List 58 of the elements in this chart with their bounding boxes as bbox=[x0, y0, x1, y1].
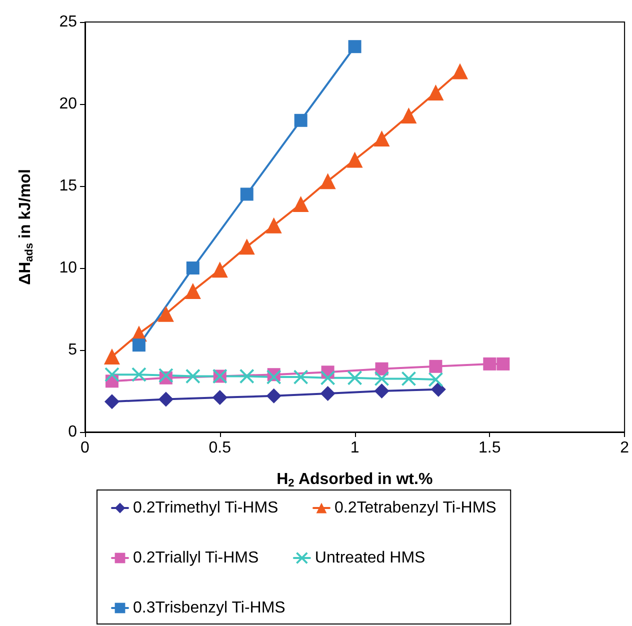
point bbox=[374, 384, 390, 398]
x-tick-label: 2 bbox=[620, 440, 630, 456]
y-tick-label: 15 bbox=[59, 178, 78, 194]
point bbox=[240, 188, 254, 201]
point bbox=[158, 392, 174, 407]
point bbox=[348, 40, 362, 54]
point bbox=[104, 348, 120, 365]
point bbox=[266, 370, 282, 385]
y-axis-title: ΔHads in kJ/mol bbox=[17, 169, 36, 285]
point bbox=[429, 360, 442, 373]
y-tick-label: 20 bbox=[59, 96, 78, 112]
point bbox=[212, 262, 228, 278]
point bbox=[184, 282, 201, 299]
point bbox=[212, 390, 228, 406]
point bbox=[375, 362, 388, 376]
y-tick-label: 0 bbox=[68, 424, 78, 440]
point bbox=[158, 368, 174, 383]
point bbox=[483, 357, 496, 370]
legend-label: Untreated HMS bbox=[314, 550, 426, 566]
point bbox=[320, 173, 336, 190]
point bbox=[186, 262, 200, 274]
point bbox=[293, 370, 308, 385]
point bbox=[347, 370, 362, 386]
point bbox=[428, 372, 444, 388]
point bbox=[320, 370, 336, 386]
x-tick-label: 0 bbox=[80, 440, 90, 456]
point bbox=[400, 107, 417, 124]
legend-label: 0.2Trimethyl Ti-HMS bbox=[133, 500, 278, 516]
point bbox=[266, 388, 282, 404]
legend-label: 0.3Trisbenzyl Ti-HMS bbox=[133, 600, 286, 616]
point bbox=[374, 371, 390, 386]
x-tick-label: 1.5 bbox=[478, 440, 501, 456]
point bbox=[374, 130, 390, 146]
point bbox=[430, 382, 446, 397]
point bbox=[185, 368, 200, 384]
point bbox=[320, 386, 336, 401]
y-tick-label: 10 bbox=[59, 260, 78, 276]
y-tick-label: 25 bbox=[59, 14, 78, 30]
point bbox=[158, 306, 174, 322]
point bbox=[294, 114, 308, 127]
point bbox=[104, 394, 120, 410]
point bbox=[131, 367, 146, 382]
x-tick-label: 0.5 bbox=[208, 440, 232, 456]
point bbox=[132, 338, 146, 352]
legend-label: 0.2Tetrabenzyl Ti-HMS bbox=[334, 500, 496, 516]
point bbox=[238, 238, 255, 255]
point bbox=[104, 367, 120, 382]
point bbox=[428, 84, 444, 101]
y-tick-label: 5 bbox=[68, 342, 78, 358]
point bbox=[266, 217, 282, 234]
point bbox=[401, 371, 416, 386]
legend-label: 0.2Triallyl Ti-HMS bbox=[133, 550, 259, 566]
point bbox=[452, 63, 468, 80]
point bbox=[292, 196, 309, 212]
x-tick-label: 1 bbox=[350, 440, 360, 456]
point bbox=[239, 368, 254, 384]
point bbox=[496, 357, 510, 370]
point bbox=[346, 152, 363, 168]
